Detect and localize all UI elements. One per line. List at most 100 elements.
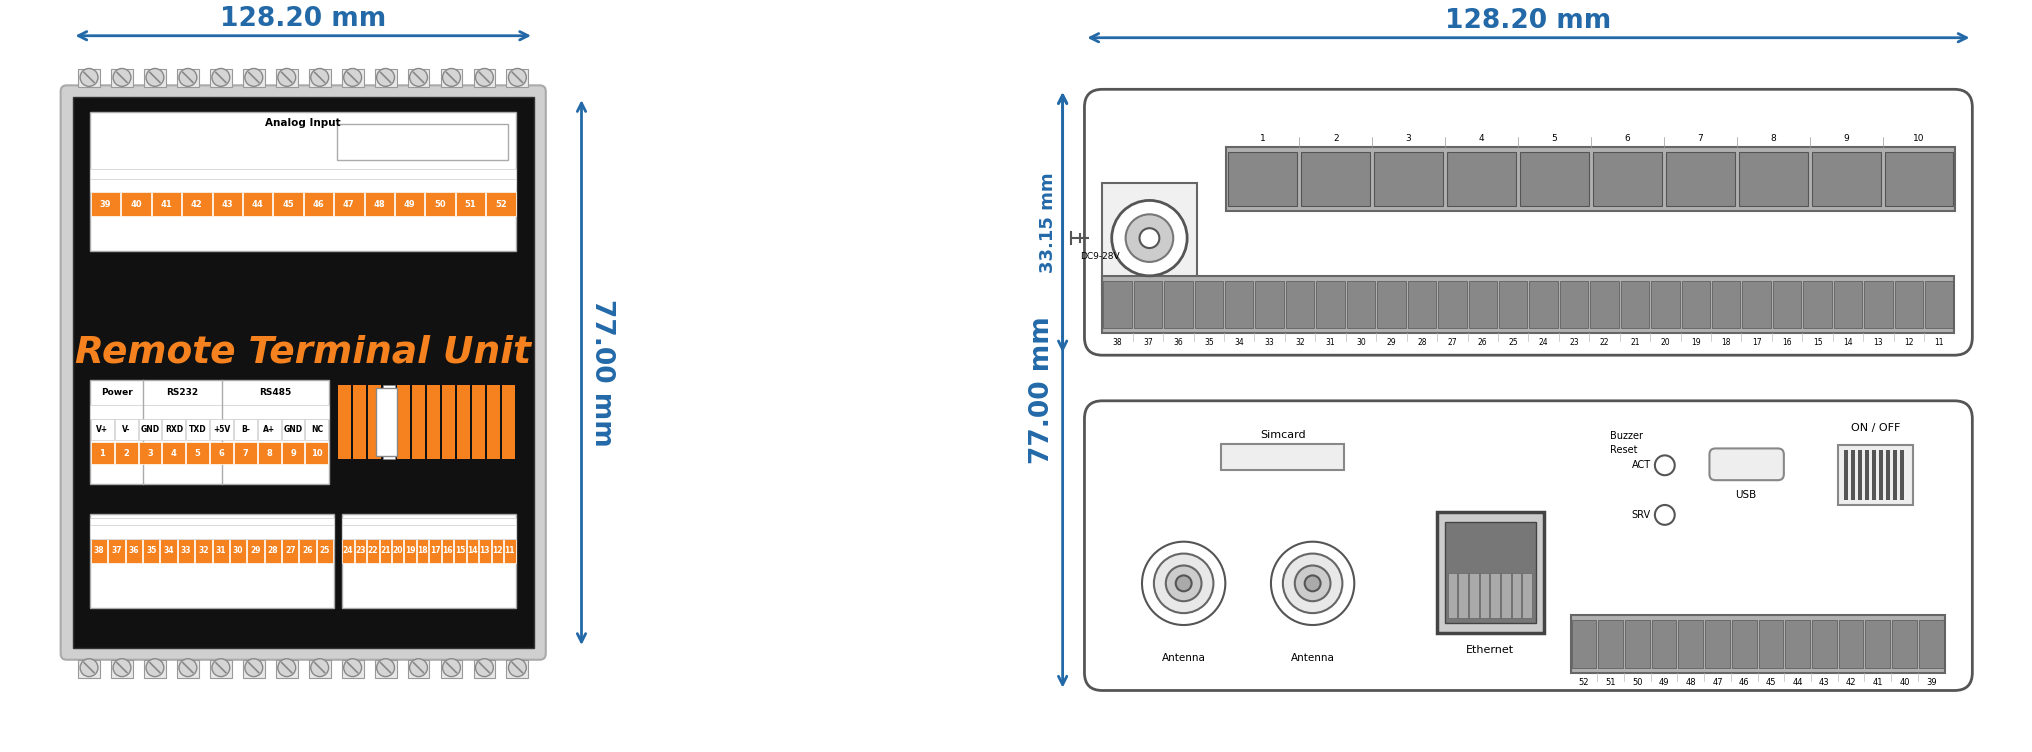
Bar [408, 69, 429, 87]
Text: 52: 52 [494, 200, 506, 209]
Text: TXD: TXD [189, 425, 207, 434]
Bar [282, 538, 299, 562]
Bar [337, 385, 350, 459]
Text: 39: 39 [100, 200, 112, 209]
Text: 42: 42 [191, 200, 203, 209]
Bar [89, 525, 333, 538]
Bar [1650, 620, 1676, 668]
Bar [427, 385, 441, 459]
Bar [138, 419, 161, 441]
Text: NC: NC [311, 425, 323, 434]
Circle shape [114, 659, 130, 677]
Bar [341, 660, 364, 678]
Text: 32: 32 [197, 546, 209, 555]
Text: 41: 41 [161, 200, 173, 209]
Bar [242, 660, 264, 678]
Circle shape [1294, 566, 1329, 601]
Bar [364, 193, 394, 217]
Text: 47: 47 [1711, 678, 1721, 687]
Text: 29: 29 [1386, 338, 1396, 347]
Bar [1851, 450, 1855, 500]
Circle shape [408, 68, 427, 86]
Bar [144, 660, 167, 678]
Bar [1620, 280, 1648, 329]
Bar [161, 538, 177, 562]
Bar [1101, 183, 1197, 294]
Text: 20: 20 [1660, 338, 1670, 347]
Circle shape [475, 659, 494, 677]
Text: 18: 18 [417, 546, 427, 555]
Text: 37: 37 [1142, 338, 1152, 347]
Text: 14: 14 [467, 546, 478, 555]
Bar [341, 69, 364, 87]
Circle shape [278, 68, 295, 86]
Circle shape [1270, 541, 1353, 625]
Bar [1134, 280, 1162, 329]
Text: 43: 43 [1819, 678, 1829, 687]
Bar [408, 660, 429, 678]
Circle shape [179, 659, 197, 677]
Bar [1878, 450, 1882, 500]
Bar [1103, 280, 1132, 329]
Text: 19: 19 [1691, 338, 1699, 347]
Circle shape [1654, 505, 1674, 525]
Bar [1857, 450, 1861, 500]
Bar [1837, 445, 1912, 505]
Bar [258, 442, 280, 464]
Bar [392, 538, 402, 562]
Text: Reset: Reset [1609, 445, 1638, 456]
FancyBboxPatch shape [1709, 448, 1782, 481]
Circle shape [1305, 575, 1321, 591]
Text: SRV: SRV [1632, 510, 1650, 520]
Bar [163, 442, 185, 464]
Text: 43: 43 [221, 200, 234, 209]
Bar [453, 538, 465, 562]
Bar [1489, 574, 1500, 618]
Bar [1256, 280, 1284, 329]
Text: RXD: RXD [165, 425, 183, 434]
Text: 48: 48 [1685, 678, 1695, 687]
Bar [492, 538, 502, 562]
Bar [341, 538, 354, 562]
Text: Antenna: Antenna [1290, 653, 1333, 663]
Text: 9: 9 [291, 449, 297, 458]
Bar [1711, 280, 1739, 329]
Bar [213, 193, 242, 217]
Bar [1447, 152, 1516, 206]
Bar [1737, 152, 1806, 206]
Text: USB: USB [1735, 490, 1756, 500]
Text: 45: 45 [282, 200, 295, 209]
Bar [183, 193, 211, 217]
Circle shape [343, 659, 362, 677]
Circle shape [211, 659, 230, 677]
Text: 6: 6 [1624, 134, 1630, 143]
Bar [1500, 574, 1510, 618]
Text: 31: 31 [215, 546, 226, 555]
Circle shape [278, 659, 295, 677]
Text: Antenna: Antenna [1160, 653, 1205, 663]
Bar [1863, 280, 1892, 329]
Bar [177, 660, 199, 678]
Text: 51: 51 [1605, 678, 1615, 687]
Bar [234, 419, 256, 441]
FancyBboxPatch shape [61, 85, 545, 660]
Text: Buzzer: Buzzer [1609, 431, 1642, 441]
Bar [108, 538, 124, 562]
Text: 41: 41 [1871, 678, 1882, 687]
Text: 10: 10 [311, 449, 323, 458]
Text: 11: 11 [1934, 338, 1943, 347]
Bar [1678, 620, 1703, 668]
Bar [429, 538, 441, 562]
Bar [1345, 280, 1374, 329]
Bar [404, 538, 417, 562]
Text: 6: 6 [219, 449, 224, 458]
Bar [305, 419, 327, 441]
Circle shape [1112, 201, 1187, 276]
Bar [1837, 620, 1863, 668]
Bar [1559, 280, 1587, 329]
Text: 2: 2 [124, 449, 130, 458]
Bar [502, 385, 514, 459]
Text: 36: 36 [1172, 338, 1183, 347]
Bar [471, 385, 486, 459]
Circle shape [146, 68, 165, 86]
